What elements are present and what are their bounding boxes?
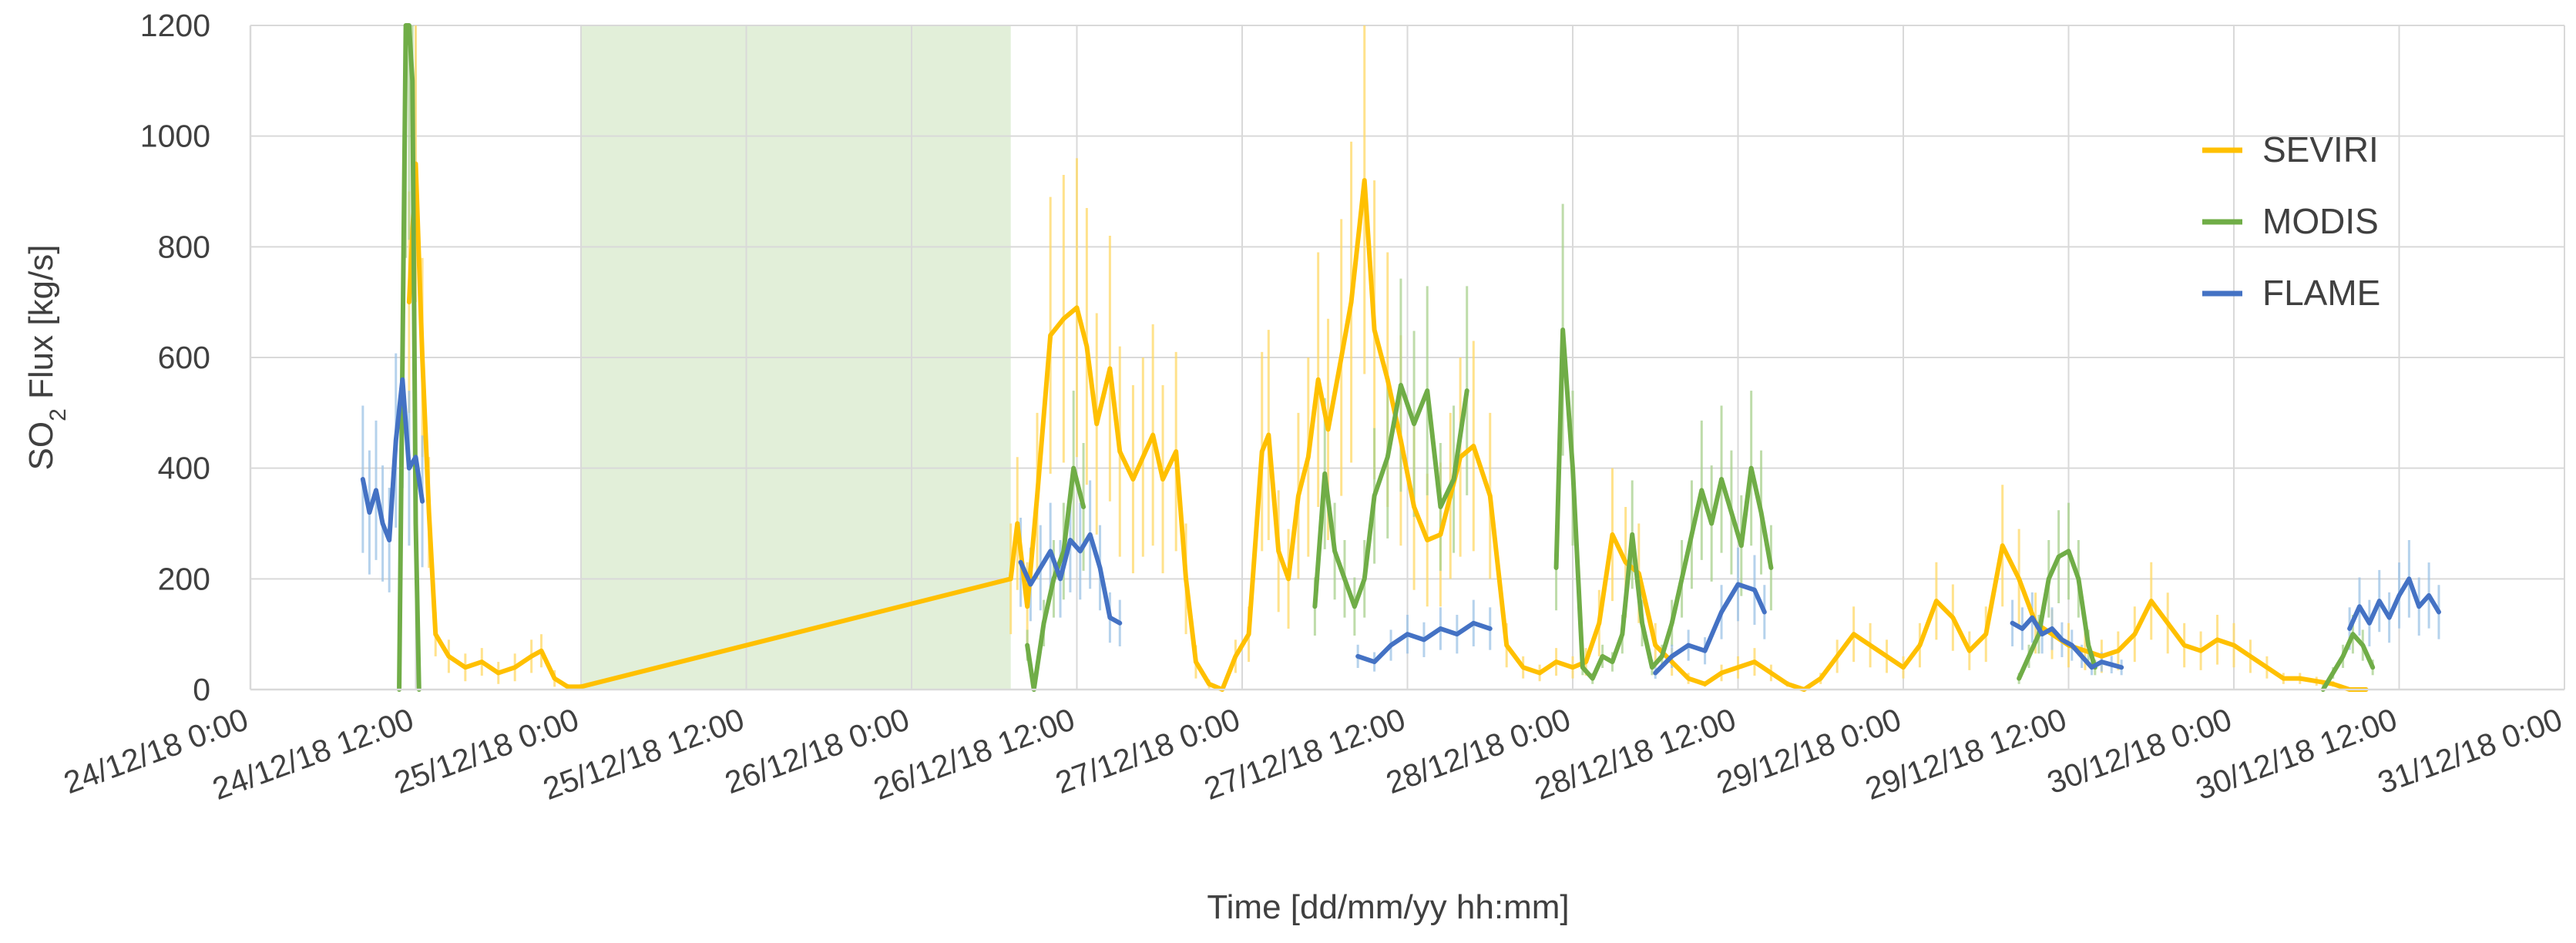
series-lines-layer [360,23,2441,692]
flame-series-line [1018,532,1123,626]
x-tick-label: 31/12/18 0:00 [2373,701,2567,800]
y-tick-labels: 0 200 400 600 800 1000 1200 [140,8,210,707]
y-axis-title: SO2 Flux [kg/s] [22,245,71,471]
flame-series-line [360,377,425,543]
y-axis-title-rest: Flux [kg/s] [22,245,60,409]
y-tick-label: 200 [158,561,210,596]
modis-series-line [2320,632,2376,692]
flame-series-line [1355,620,1493,665]
y-tick-label: 0 [193,672,210,707]
modis-series-line [397,23,421,692]
y-tick-label: 600 [158,340,210,375]
x-axis-title: Time [dd/mm/yy hh:mm] [1207,888,1569,926]
legend-label-seviri: SEVIRI [2262,129,2379,169]
axes [249,25,2564,691]
legend-label-flame: FLAME [2262,273,2380,313]
y-tick-label: 400 [158,451,210,486]
flame-series-line [1653,582,1767,676]
y-tick-label: 1000 [140,119,210,154]
flame-series-line [2010,615,2124,670]
y-tick-label: 1200 [140,8,210,43]
legend: SEVIRI MODIS FLAME [2202,129,2380,313]
modis-series-line [2017,549,2097,681]
flame-series-line [2347,576,2441,631]
y-axis-title-subscript: 2 [45,408,71,421]
y-tick-label: 800 [158,229,210,264]
y-axis-title-main: SO [22,421,60,471]
modis-series-line [1553,327,1774,681]
modis-series-line [1312,382,1469,609]
legend-label-modis: MODIS [2262,201,2379,241]
